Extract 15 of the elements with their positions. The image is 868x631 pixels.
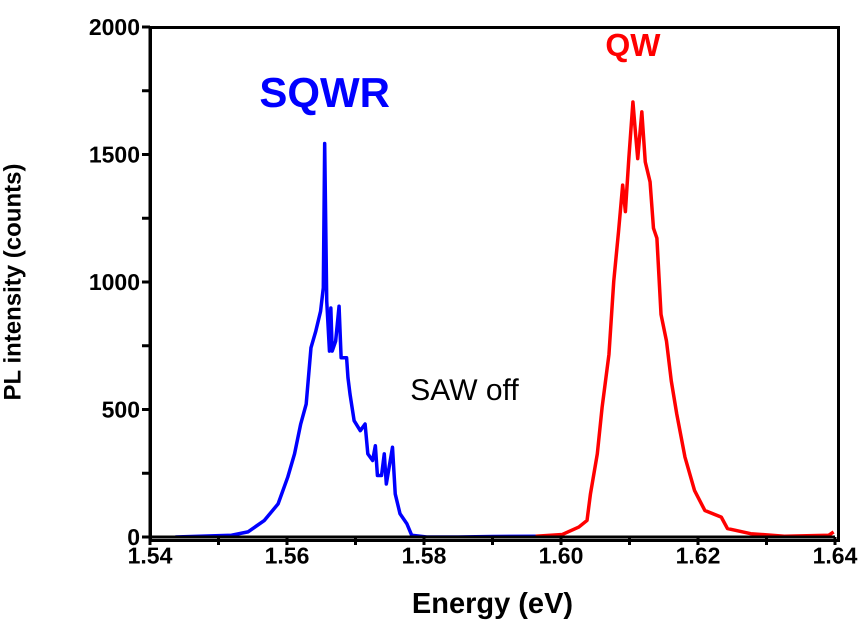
x-tick-label: 1.58 — [402, 542, 447, 568]
x-tick-label: 1.56 — [264, 542, 310, 568]
line-series — [534, 100, 835, 537]
series-label: SQWR — [258, 68, 391, 117]
x-tick-label: 1.64 — [812, 542, 858, 568]
y-tick-label: 1500 — [88, 142, 140, 168]
series-label: QW — [604, 26, 662, 64]
x-tick-label: 1.62 — [676, 542, 720, 568]
x-tick-label: 1.60 — [538, 542, 584, 568]
y-tick-label: 2000 — [88, 14, 140, 40]
annotation: SAW off — [410, 374, 519, 408]
y-tick-label: 500 — [102, 396, 140, 423]
y-tick-label: 1000 — [88, 269, 140, 296]
y-axis-title: PL intensity (counts) — [0, 164, 27, 400]
x-axis-title: Energy (eV) — [412, 588, 574, 620]
